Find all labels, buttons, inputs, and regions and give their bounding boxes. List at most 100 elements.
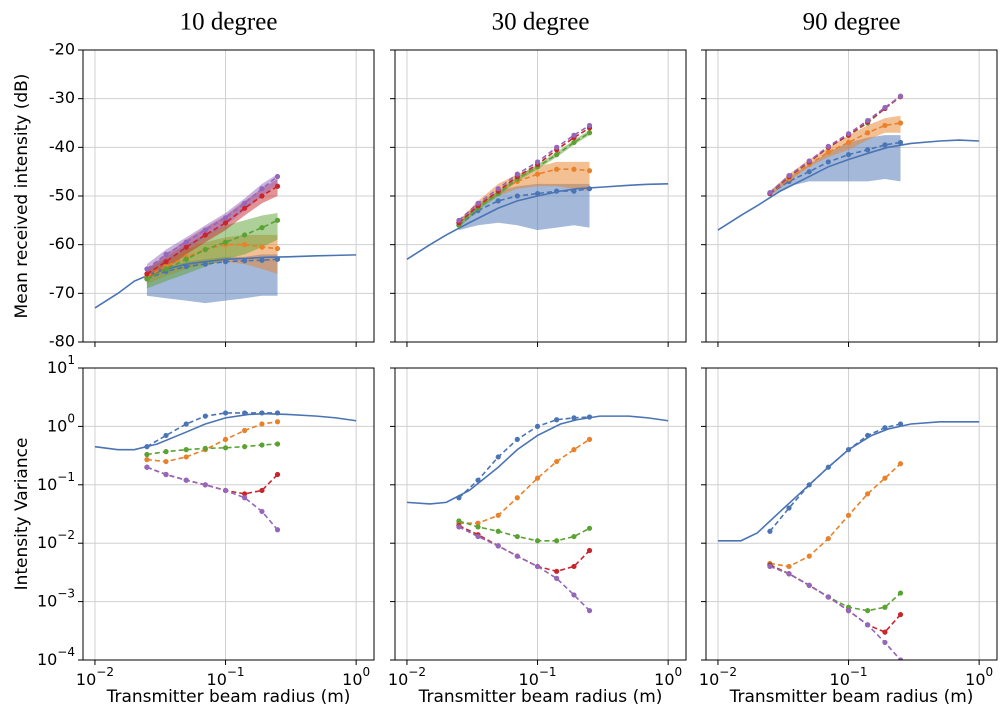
series-line <box>146 219 278 280</box>
marker <box>897 461 904 467</box>
marker <box>554 458 560 465</box>
tick-base: 10 <box>37 474 57 493</box>
marker <box>242 242 248 248</box>
marker <box>202 482 208 488</box>
marker <box>274 245 281 252</box>
marker <box>554 538 560 544</box>
marker <box>274 256 281 262</box>
y-tick-label: -80 <box>49 332 75 351</box>
marker <box>571 188 577 194</box>
tick-base: 10 <box>207 670 227 689</box>
marker <box>514 193 520 199</box>
marker <box>897 93 904 99</box>
tick-exponent: −4 <box>57 645 75 659</box>
tick-exponent: −1 <box>57 469 75 483</box>
marker <box>202 413 208 419</box>
marker <box>865 608 871 614</box>
marker <box>259 442 265 448</box>
marker <box>475 477 481 483</box>
panel-title: 30 degree <box>492 9 590 36</box>
y-tick-label: 10−4 <box>37 645 75 669</box>
marker <box>571 563 577 570</box>
marker <box>534 538 541 544</box>
marker <box>163 266 169 272</box>
series-line <box>458 127 590 224</box>
marker <box>163 259 169 265</box>
marker <box>786 505 792 511</box>
marker <box>274 471 281 478</box>
plot-area <box>94 173 357 309</box>
marker <box>222 487 229 494</box>
marker <box>571 447 577 453</box>
series-line <box>458 187 590 226</box>
marker <box>786 563 792 570</box>
marker <box>222 220 229 226</box>
marker <box>163 458 169 465</box>
marker <box>144 464 150 470</box>
marker <box>882 142 888 148</box>
marker <box>554 568 560 574</box>
marker <box>534 171 541 177</box>
marker <box>865 117 871 124</box>
marker <box>242 205 248 211</box>
marker <box>845 512 852 518</box>
marker <box>242 258 248 264</box>
marker <box>202 261 208 267</box>
plot-area <box>717 420 980 660</box>
marker <box>845 139 852 146</box>
tick-exponent: 0 <box>986 665 994 679</box>
marker <box>845 608 852 614</box>
y-tick-label: 10−3 <box>37 586 75 610</box>
marker <box>534 190 541 197</box>
marker <box>202 227 208 233</box>
y-tick-label: 101 <box>47 353 75 377</box>
band <box>769 115 901 196</box>
marker <box>806 582 812 588</box>
marker <box>144 444 150 450</box>
marker <box>767 528 773 534</box>
series-line <box>458 524 591 573</box>
marker <box>882 604 888 610</box>
series-line <box>146 412 278 448</box>
tick-exponent: −3 <box>57 586 75 600</box>
x-axis-label: Transmitter beam radius (m) <box>418 687 663 707</box>
marker <box>845 447 852 453</box>
marker <box>586 547 593 554</box>
tick-base: 10 <box>830 670 850 689</box>
marker <box>882 425 888 431</box>
tick-base: 10 <box>47 416 67 435</box>
marker <box>554 144 560 150</box>
marker <box>586 414 593 420</box>
axes-frame <box>82 49 375 343</box>
marker <box>242 444 248 450</box>
plot-area <box>406 414 669 614</box>
y-tick-label: -30 <box>49 88 75 107</box>
marker <box>183 421 189 427</box>
series-line <box>458 438 590 525</box>
marker <box>586 130 593 136</box>
marker <box>163 449 169 455</box>
marker <box>259 225 265 231</box>
panel: 30 degree <box>390 9 687 347</box>
x-tick-label: 100 <box>342 665 370 689</box>
tick-base: 10 <box>37 650 57 669</box>
y-axis-label: Intensity Variance <box>12 438 32 591</box>
marker <box>242 491 248 497</box>
series-line <box>146 185 278 275</box>
series-line <box>458 416 590 499</box>
tick-base: 10 <box>37 533 57 552</box>
series-line <box>769 463 902 568</box>
marker <box>865 130 871 136</box>
marker <box>514 495 520 501</box>
tick-exponent: −1 <box>227 665 245 679</box>
marker <box>882 475 888 481</box>
marker <box>495 528 501 534</box>
tick-exponent: 0 <box>675 665 683 679</box>
series-line <box>458 132 590 226</box>
marker <box>825 464 831 470</box>
y-tick-label: -40 <box>49 137 75 156</box>
marker <box>767 563 773 570</box>
axes-frame <box>705 367 998 661</box>
panel: -80 -70 -60 -50 -40 -30 -20 10 degree Mean recei… <box>12 9 375 351</box>
series-line <box>458 168 590 224</box>
